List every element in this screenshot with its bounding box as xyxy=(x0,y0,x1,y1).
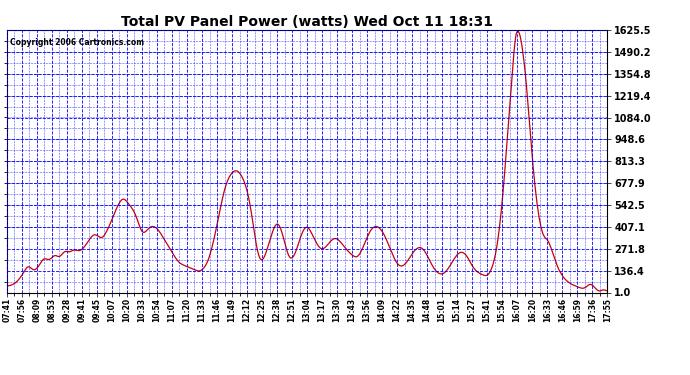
Text: Copyright 2006 Cartronics.com: Copyright 2006 Cartronics.com xyxy=(10,38,144,47)
Title: Total PV Panel Power (watts) Wed Oct 11 18:31: Total PV Panel Power (watts) Wed Oct 11 … xyxy=(121,15,493,29)
